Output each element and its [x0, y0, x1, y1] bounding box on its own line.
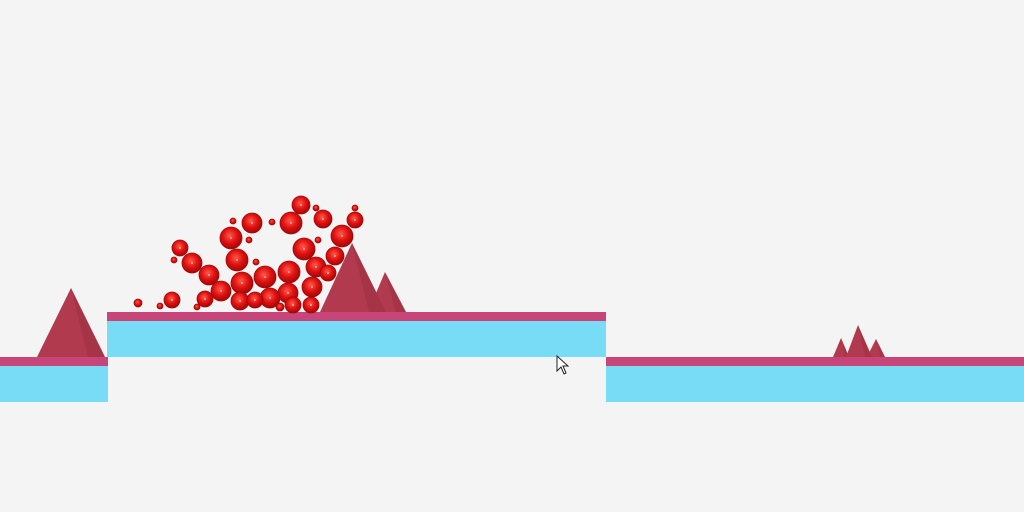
- ball-highlight: [288, 271, 290, 273]
- ball-highlight: [327, 272, 329, 274]
- spike: [833, 338, 849, 357]
- ball-highlight: [230, 237, 232, 239]
- ball-highlight: [236, 259, 238, 261]
- ball-highlight: [204, 298, 206, 300]
- platform-body: [606, 366, 1024, 402]
- ball-highlight: [310, 304, 312, 306]
- red-ball: [312, 204, 320, 212]
- platform-right: [606, 357, 1024, 402]
- red-ball: [314, 236, 322, 244]
- spike-shade: [385, 272, 406, 312]
- ball-highlight: [303, 248, 305, 250]
- spike-shade: [71, 288, 105, 357]
- ball-highlight: [315, 266, 317, 268]
- platform-body: [107, 321, 606, 357]
- red-ball: [193, 303, 201, 311]
- ball-highlight: [311, 286, 313, 288]
- platform-top: [606, 357, 1024, 366]
- red-ball: [252, 258, 260, 266]
- ball-highlight: [322, 218, 324, 220]
- spike-shade: [858, 325, 872, 357]
- ball-highlight: [179, 247, 181, 249]
- ball-highlight: [334, 255, 336, 257]
- spike: [320, 243, 386, 312]
- spike: [37, 288, 105, 357]
- platform-middle: [107, 312, 606, 357]
- red-ball: [245, 236, 253, 244]
- red-ball: [133, 298, 143, 308]
- mouse-cursor-icon: [556, 354, 570, 375]
- ball-highlight: [300, 204, 302, 206]
- red-ball: [351, 204, 359, 212]
- ball-highlight: [341, 235, 343, 237]
- ball-highlight: [269, 297, 271, 299]
- ball-highlight: [239, 300, 241, 302]
- ball-highlight: [292, 304, 294, 306]
- platform-body: [0, 366, 108, 402]
- platform-left: [0, 357, 108, 402]
- ball-highlight: [287, 292, 289, 294]
- ball-highlight: [220, 290, 222, 292]
- ball-highlight: [191, 262, 193, 264]
- ball-highlight: [171, 299, 173, 301]
- ball-highlight: [254, 299, 256, 301]
- spike-shade: [841, 338, 849, 357]
- red-ball: [170, 256, 178, 264]
- ball-highlight: [208, 274, 210, 276]
- red-ball: [156, 302, 164, 310]
- red-ball: [275, 302, 285, 312]
- spike-shade: [352, 243, 386, 312]
- ball-highlight: [241, 282, 243, 284]
- ball-highlight: [290, 222, 292, 224]
- spike: [867, 339, 885, 357]
- red-ball: [229, 217, 237, 225]
- ball-highlight: [264, 276, 266, 278]
- spike-shade: [876, 339, 885, 357]
- ball-highlight: [251, 222, 253, 224]
- spike: [846, 325, 872, 357]
- red-ball: [268, 218, 276, 226]
- platform-top: [107, 312, 606, 321]
- platform-top: [0, 357, 108, 366]
- ball-highlight: [354, 219, 356, 221]
